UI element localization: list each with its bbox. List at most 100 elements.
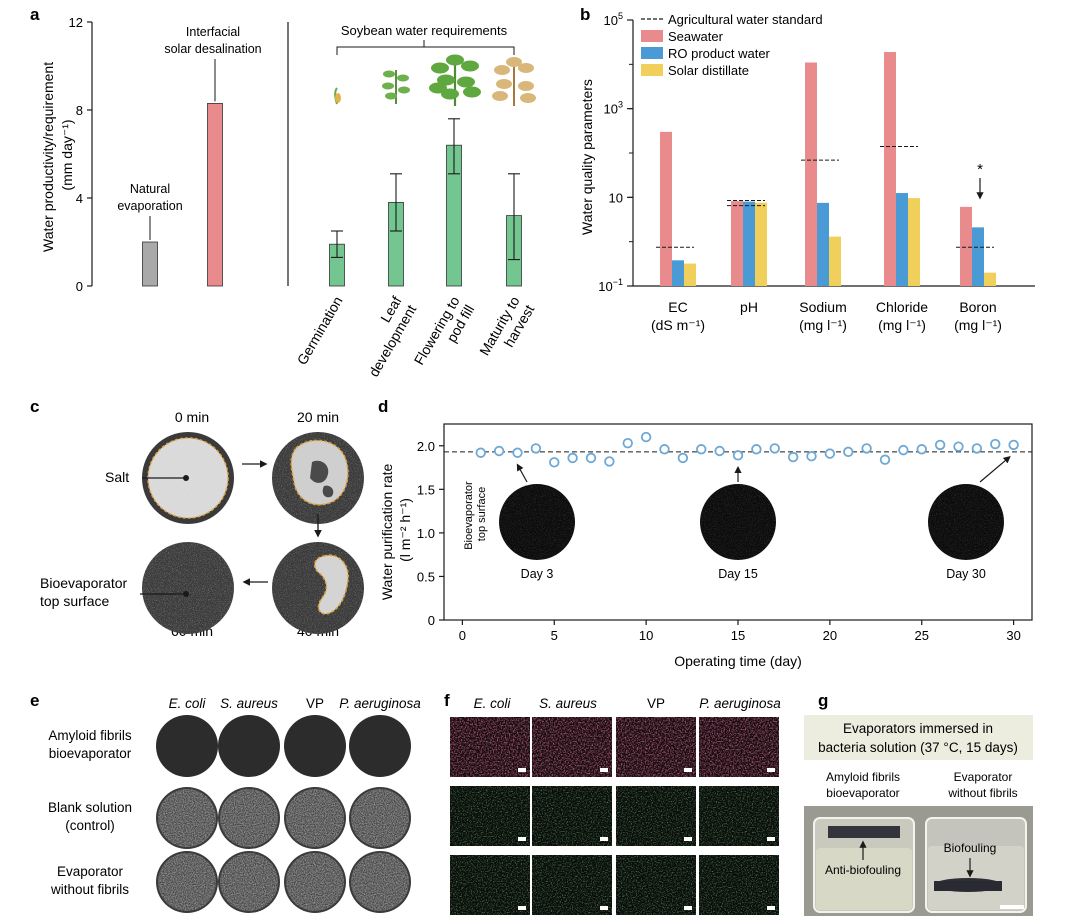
d-y-tick-label: 1.5 <box>417 482 435 497</box>
b-category-label: (dS m⁻¹) <box>651 317 705 333</box>
panel-label-d: d <box>378 397 388 416</box>
a-y-axis-title: Water productivity/requirement <box>40 62 56 252</box>
d-x-axis-label: Operating time (day) <box>674 653 802 669</box>
d-data-point <box>934 439 946 451</box>
g-right-label-2: without fibrils <box>947 786 1017 800</box>
d-inset-texture-2 <box>928 484 1004 560</box>
d-y-axis-label: Water purification rate (l m⁻² h⁻¹) <box>379 460 413 600</box>
d-data-point <box>640 431 652 443</box>
panel-label-f: f <box>444 691 450 710</box>
b-annotation-star: * <box>977 161 983 178</box>
b-bar-solar-0 <box>684 263 696 286</box>
b-bar-ro-3 <box>896 193 908 286</box>
leaf-icon <box>385 92 397 100</box>
d-data-point <box>861 443 872 454</box>
panel-label-a: a <box>30 5 40 24</box>
d-y-tick-label: 2.0 <box>417 439 435 454</box>
e-row-label-1-1: Blank solution <box>48 800 132 815</box>
b-y-tick-mantissa: 10 <box>604 13 618 28</box>
d-points <box>475 431 1019 468</box>
e-row-label-2-2: without fibrils <box>50 882 129 897</box>
g-left-label-2: bioevaporator <box>826 786 899 800</box>
d-data-point <box>696 444 707 455</box>
c-disc-60min <box>142 542 234 634</box>
d-data-point <box>530 443 542 454</box>
b-bar-ro-2 <box>817 202 829 286</box>
e-column-header-1: S. aureus <box>220 696 278 711</box>
d-data-point <box>953 441 964 452</box>
a-category-label-0: Germination <box>294 294 346 368</box>
d-insets: Day 3 Day 15 Day 30 <box>499 455 1011 581</box>
f-tile-signal-0-1 <box>532 717 612 777</box>
b-legend-entry: RO product water <box>668 46 771 61</box>
g-photo <box>804 806 1033 916</box>
leaf-icon <box>457 76 475 88</box>
c-salt-dot <box>183 475 189 481</box>
a-axes: 0 4 8 12 <box>69 15 289 294</box>
b-legend-entry: Seawater <box>668 29 724 44</box>
f-tile-signal-0-0 <box>450 717 530 777</box>
leaf-icon <box>397 74 409 82</box>
e-column-header-0: E. coli <box>169 696 207 711</box>
leaf-icon <box>446 54 464 66</box>
d-inset-arrow-0 <box>516 463 528 483</box>
d-data-point <box>549 457 560 468</box>
leaf-icon <box>461 60 479 72</box>
b-bar-ro-0 <box>672 260 684 286</box>
a-group-title: Soybean water requirements <box>341 23 508 38</box>
dry-leaf-icon <box>520 93 536 103</box>
dry-leaf-icon <box>492 91 508 101</box>
a-group-bracket <box>336 46 515 55</box>
d-data-point <box>475 447 486 458</box>
g-anti-biofouling-label: Anti-biofouling <box>825 863 901 877</box>
panel-c: c 0 min 20 min 40 min 60 min <box>30 397 364 639</box>
d-inset-label-0: Day 3 <box>521 567 554 581</box>
d-data-point <box>879 454 891 465</box>
a-y-axis-label: Water productivity/requirement (mm day⁻¹… <box>40 58 75 252</box>
d-data-point <box>898 444 909 456</box>
f-tile-signal-0-3 <box>699 717 779 777</box>
b-legend-swatch-red <box>641 30 663 42</box>
b-y-tick-mantissa: 10 <box>598 279 612 294</box>
f-column-header-1: S. aureus <box>539 696 597 711</box>
panel-g: g Evaporators immersed in bacteria solut… <box>804 691 1033 916</box>
b-y-tick-label: 103 <box>604 100 623 117</box>
f-tile-signal-1-3 <box>699 786 779 846</box>
f-tile-signal-2-2 <box>616 855 696 915</box>
leaf-icon <box>429 82 447 94</box>
e-row-labels: Amyloid fibrils bioevaporator Blank soluti… <box>48 728 132 897</box>
f-tile-scalebar-0-1 <box>600 768 608 772</box>
dry-leaf-icon <box>506 57 522 67</box>
f-tile-scalebar-1-0 <box>518 837 526 841</box>
d-y-tick-label: 0.5 <box>417 569 435 584</box>
e-row-label-1-2: (control) <box>65 818 115 833</box>
leaf-icon <box>383 70 395 78</box>
leaf-icon <box>463 86 481 98</box>
d-data-point <box>787 451 799 463</box>
b-y-axis-label: Water quality parameters <box>579 79 595 235</box>
panel-label-g: g <box>818 691 828 710</box>
a-y-tick-label: 8 <box>76 103 83 118</box>
dry-leaf-icon <box>518 63 534 73</box>
d-inset-arrow-2 <box>979 455 1011 483</box>
a-bar-label-natural-1: Natural <box>130 182 170 196</box>
b-category-label: (mg l⁻¹) <box>799 317 847 333</box>
d-data-point <box>990 438 1001 450</box>
d-data-point <box>806 451 817 462</box>
a-category-label-2: Flowering topod fill <box>411 293 478 376</box>
b-category-label: (mg l⁻¹) <box>878 317 926 333</box>
f-tile-scalebar-1-1 <box>600 837 608 841</box>
f-tile-signal-2-3 <box>699 855 779 915</box>
b-legend-entry: Agricultural water standard <box>668 12 823 27</box>
f-tile-scalebar-2-0 <box>518 906 526 910</box>
b-category-label: (mg l⁻¹) <box>954 317 1002 333</box>
d-inset-label-1: Day 15 <box>718 567 758 581</box>
d-x-tick-label: 15 <box>731 628 745 643</box>
e-row-label-0-2: bioevaporator <box>49 746 132 761</box>
b-bars: EC (dS m⁻¹) pH Sodium (mg l⁻¹) Chloride (mg l⁻… <box>651 51 1002 333</box>
leaf-icon <box>441 88 459 100</box>
f-column-header-0: E. coli <box>474 696 512 711</box>
c-surface-label: Bioevaporator top surface <box>40 575 131 609</box>
f-column-header-3: P. aeruginosa <box>699 696 781 711</box>
